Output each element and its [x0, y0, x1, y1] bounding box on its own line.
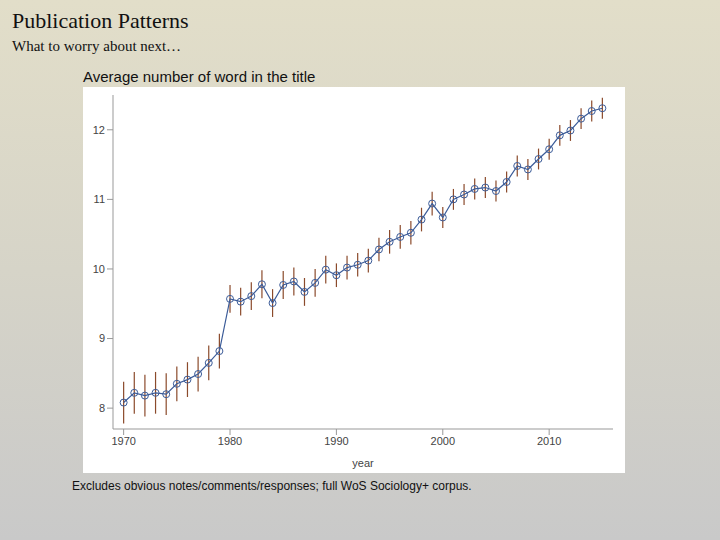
svg-text:year: year: [352, 457, 374, 469]
html-text:Excludes obvious notes/comment: Excludes obvious notes/comments/response…: [72, 479, 472, 493]
svg-text:11: 11: [94, 193, 105, 205]
svg-text:2000: 2000: [431, 435, 455, 447]
svg-text:2010: 2010: [537, 435, 561, 447]
svg-text:1980: 1980: [218, 435, 242, 447]
svg-text:12: 12: [93, 124, 105, 136]
svg-text:1970: 1970: [111, 435, 135, 447]
svg-text:1990: 1990: [324, 435, 348, 447]
svg-text:10: 10: [93, 263, 105, 275]
html-text:Average number of word in the: Average number of word in the title: [83, 68, 316, 85]
html-text:What to worry about next…: What to worry about next…: [12, 38, 182, 54]
svg-text:9: 9: [99, 332, 105, 344]
svg-text:8: 8: [99, 402, 105, 414]
html-text:Publication Patterns: Publication Patterns: [12, 8, 189, 33]
